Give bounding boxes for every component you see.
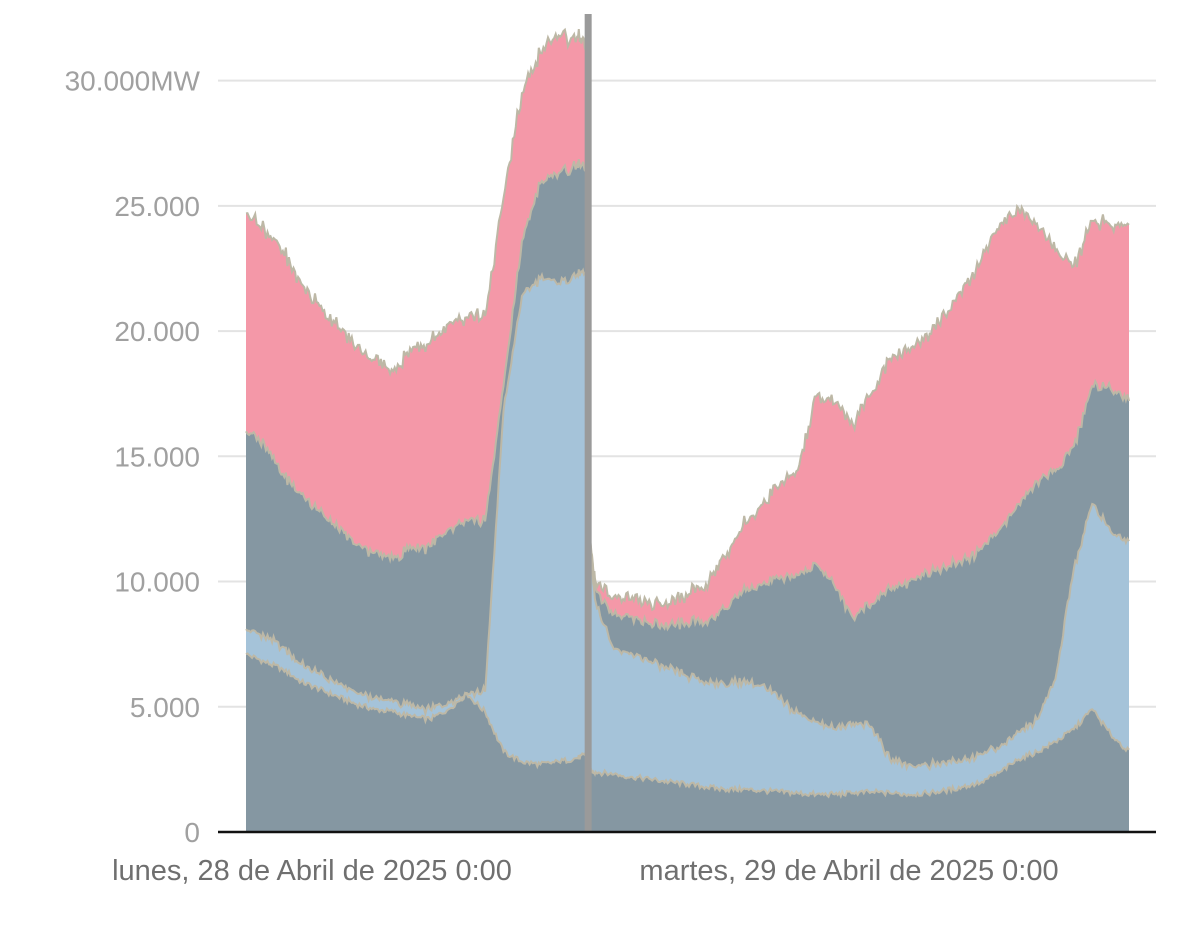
area-series xyxy=(246,29,1129,832)
y-tick-label: 5.000 xyxy=(130,692,200,723)
y-tick-label: 15.000 xyxy=(114,441,200,472)
x-tick-label: martes, 29 de Abril de 2025 0:00 xyxy=(639,855,1058,887)
series-boundary-lines xyxy=(245,27,1130,800)
series-boundary-3 xyxy=(245,159,1130,632)
x-tick-label: lunes, 28 de Abril de 2025 0:00 xyxy=(112,855,512,887)
area-series-4 xyxy=(246,29,1129,630)
area-series-3 xyxy=(246,159,1129,770)
series-boundary-4 xyxy=(245,27,1130,612)
y-tick-label: 25.000 xyxy=(114,191,200,222)
y-tick-label: 10.000 xyxy=(114,567,200,598)
area-series-2 xyxy=(246,269,1129,797)
area-series-1 xyxy=(246,653,1129,832)
tick-labels: 0 5.000 10.000 15.000 20.000 25.000 30.000MW lu… xyxy=(65,66,1059,887)
series-boundary-1 xyxy=(245,652,1130,800)
y-tick-label: 0 xyxy=(184,817,200,848)
series-boundary-2 xyxy=(245,267,1130,772)
y-tick-label: 30.000MW xyxy=(65,66,201,97)
y-tick-label: 20.000 xyxy=(114,316,200,347)
